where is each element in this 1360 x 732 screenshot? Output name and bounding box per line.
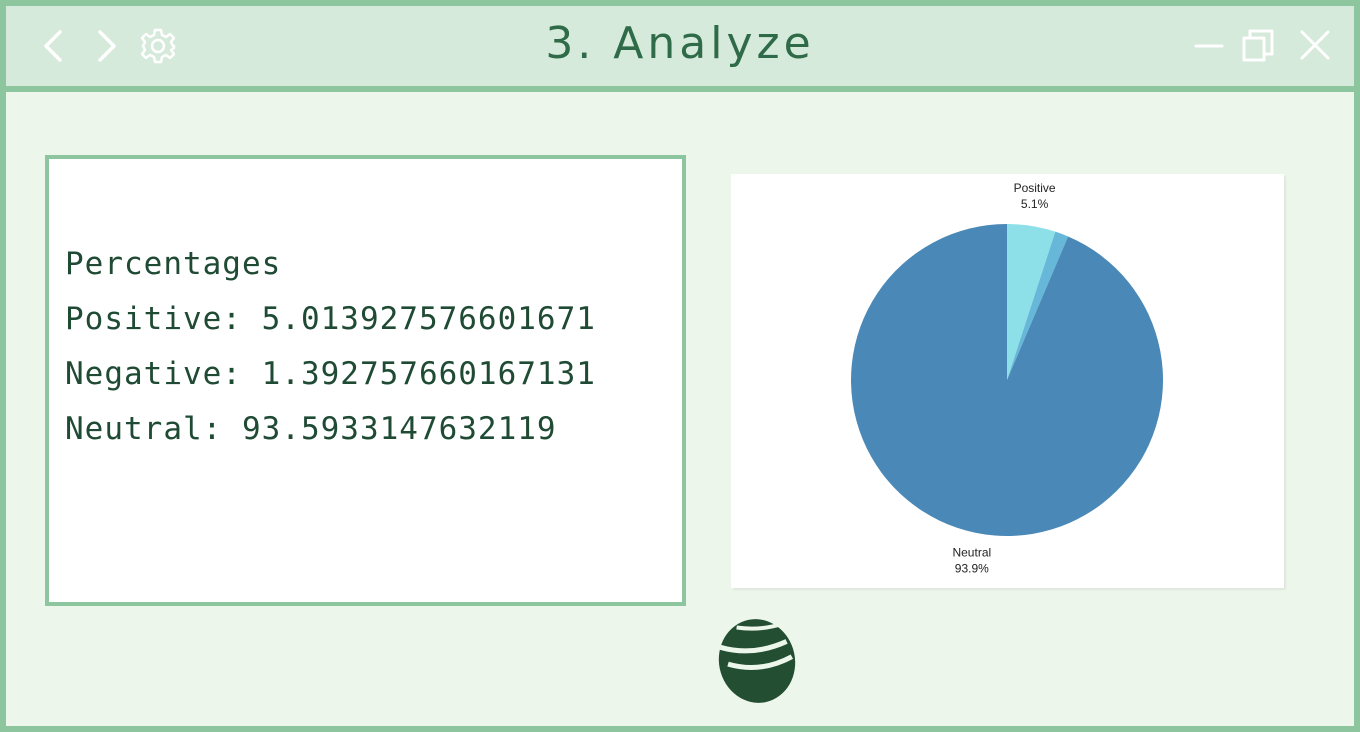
pie-label-positive: Positive (1014, 181, 1056, 195)
sentiment-pie-chart: Positive 5.1% Neutral 93.9% (731, 174, 1284, 588)
percentages-text: Percentages Positive: 5.013927576601671 … (65, 237, 596, 457)
neutral-percentage: Neutral: 93.5933147632119 (65, 411, 557, 447)
positive-percentage: Positive: 5.013927576601671 (65, 301, 596, 337)
striped-stone-icon (718, 619, 796, 703)
back-chevron-icon[interactable] (36, 26, 76, 66)
pie-chart-svg: Positive 5.1% Neutral 93.9% (851, 181, 1163, 575)
pie-label-neutral: Neutral (952, 545, 991, 559)
title-bar: 3. Analyze (6, 6, 1354, 92)
restore-icon[interactable] (1240, 26, 1280, 66)
pie-pct-label-positive: 5.1% (1021, 197, 1049, 211)
pie-slice-neutral (851, 224, 1163, 536)
forward-chevron-icon[interactable] (86, 26, 126, 66)
percentages-panel: Percentages Positive: 5.013927576601671 … (45, 155, 686, 606)
pie-slice-negative (1007, 231, 1069, 380)
gear-icon[interactable] (138, 26, 178, 66)
close-icon[interactable] (1296, 26, 1336, 66)
window-title: 3. Analyze (545, 18, 815, 69)
negative-percentage: Negative: 1.392757660167131 (65, 356, 596, 392)
minimize-icon[interactable] (1192, 26, 1232, 66)
percentages-heading: Percentages (65, 246, 282, 282)
pie-pct-label-neutral: 93.9% (955, 561, 989, 575)
pie-slice-positive (1007, 224, 1056, 380)
